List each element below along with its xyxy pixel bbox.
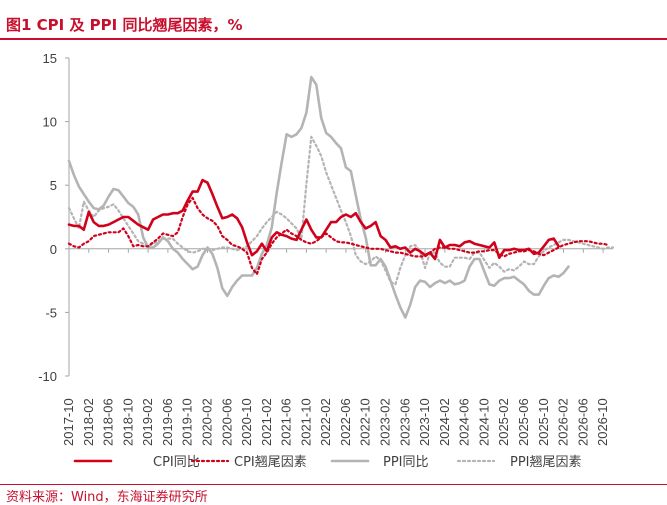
x-tick-label: 2022-06	[338, 398, 353, 446]
x-tick-label: 2022-02	[318, 398, 333, 446]
x-tick-label: 2019-02	[140, 398, 155, 446]
series-line-CPI同比	[67, 178, 560, 261]
x-tick-label: 2020-10	[239, 398, 254, 446]
x-tick-label: 2023-06	[397, 398, 412, 446]
source-note: 资料来源：Wind，东海证券研究所	[6, 490, 208, 505]
x-tick-label: 2025-10	[536, 398, 551, 446]
y-tick-label: 0	[50, 242, 57, 257]
x-tick-label: 2021-10	[298, 398, 313, 446]
series-line-PPI同比	[67, 75, 570, 319]
series-line-PPI翘尾因素	[67, 135, 615, 286]
x-tick-label: 2021-06	[279, 398, 294, 446]
x-tick-label: 2025-02	[496, 398, 511, 446]
chart-title: 图1 CPI 及 PPI 同比翘尾因素，%	[6, 16, 243, 34]
x-tick-label: 2024-02	[437, 398, 452, 446]
series-line-CPI翘尾因素	[67, 196, 610, 276]
x-tick-label: 2023-02	[378, 398, 393, 446]
x-tick-label: 2026-10	[595, 398, 610, 446]
y-tick-label: 10	[43, 115, 57, 130]
x-tick-label: 2020-02	[199, 398, 214, 446]
y-tick-labels: 15 10 5 0 -5 -10	[38, 51, 69, 384]
x-tick-label: 2023-10	[417, 398, 432, 446]
x-tick-label: 2019-06	[160, 398, 175, 446]
y-tick-label: 5	[50, 178, 57, 193]
legend: CPI同比 CPI翘尾因素 PPI同比 PPI翘尾因素	[73, 455, 582, 470]
y-tick-label: -10	[38, 369, 57, 384]
legend-label: PPI同比	[383, 455, 429, 470]
x-tick-label: 2019-10	[180, 398, 195, 446]
x-tick-label: 2026-02	[556, 398, 571, 446]
legend-label: PPI翘尾因素	[510, 455, 582, 470]
x-tick-label: 2025-06	[516, 398, 531, 446]
legend-label: CPI同比	[153, 455, 200, 470]
x-tick-labels: 2017-10 2018-02 2018-06 2018-10 2019-02 2019-…	[61, 248, 610, 446]
series-lines	[67, 75, 615, 319]
x-tick-label: 2020-06	[219, 398, 234, 446]
x-tick-label: 2022-10	[358, 398, 373, 446]
x-tick-label: 2024-10	[476, 398, 491, 446]
x-tick-label: 2018-10	[120, 398, 135, 446]
x-tick-label: 2021-02	[259, 398, 274, 446]
legend-label: CPI翘尾因素	[234, 455, 307, 470]
title-rule	[0, 38, 667, 40]
y-tick-label: 15	[43, 51, 57, 66]
y-tick-label: -5	[45, 305, 57, 320]
x-tick-label: 2017-10	[61, 398, 76, 446]
x-tick-label: 2026-06	[575, 398, 590, 446]
x-tick-label: 2018-02	[81, 398, 96, 446]
footer-rule	[0, 484, 667, 485]
x-tick-label: 2018-06	[101, 398, 116, 446]
x-tick-label: 2024-06	[457, 398, 472, 446]
